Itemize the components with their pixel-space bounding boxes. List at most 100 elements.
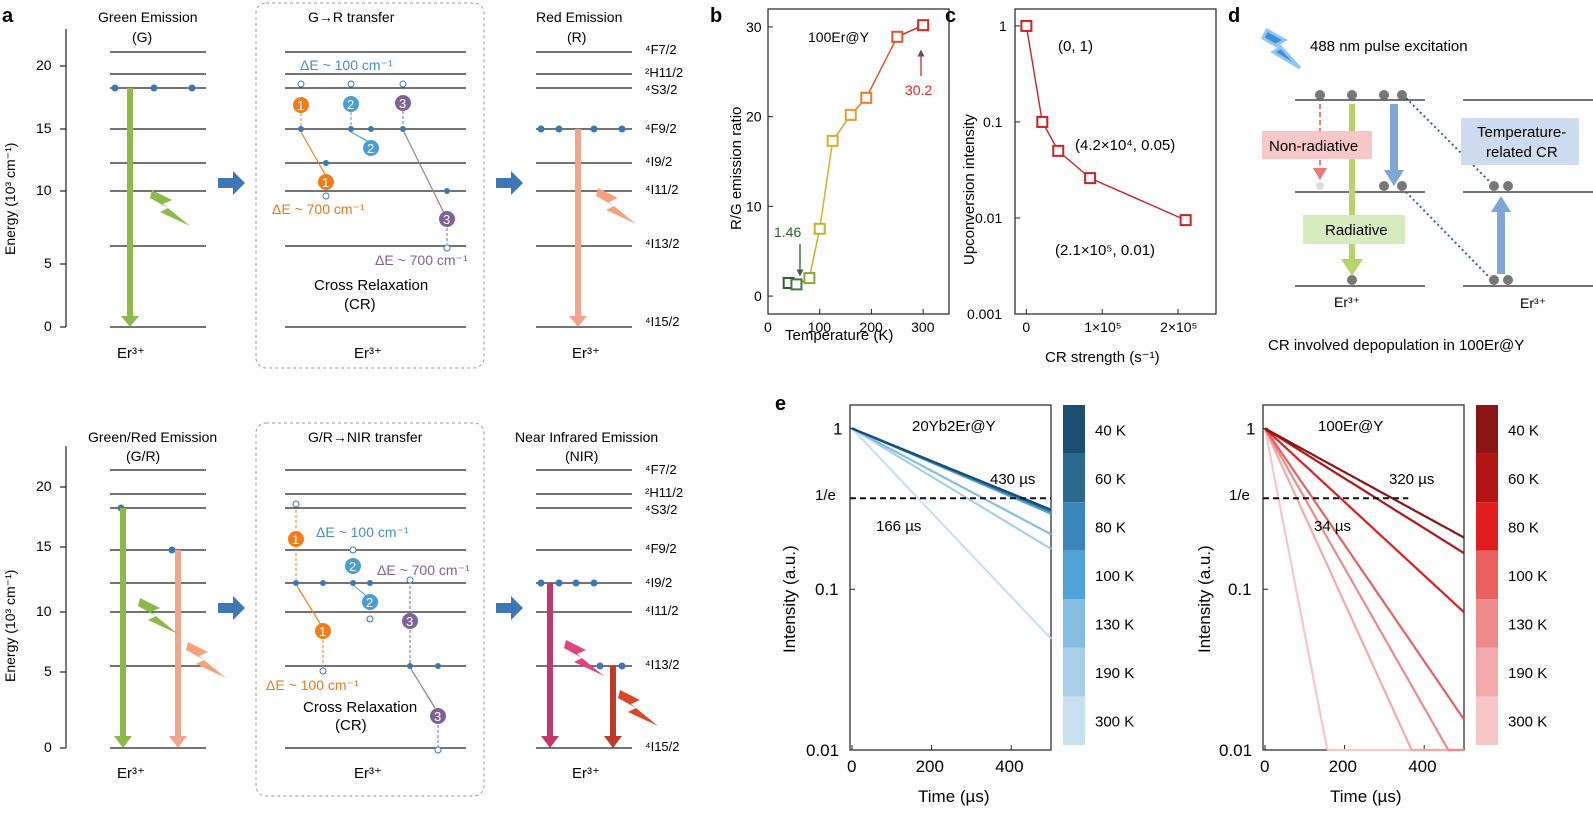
c-label-2: (2.1×10⁵, 0.01) <box>1055 242 1155 259</box>
b-point <box>813 222 826 235</box>
a-top-level-6: ⁴I13/2 <box>645 236 680 251</box>
svg-text:3: 3 <box>434 709 441 724</box>
panel-label-b: b <box>710 5 722 27</box>
e-legend-label: 130 K <box>1095 617 1134 634</box>
svg-text:1: 1 <box>292 532 299 547</box>
a-red-sub: (R) <box>567 29 586 45</box>
panel-a-top: 0 5 10 15 20 Energy (10³ cm⁻¹) Green Emi… <box>2 2 683 369</box>
c-ytick-label: 0.001 <box>967 306 1002 322</box>
lightning-icon <box>1261 27 1302 70</box>
transfer-box-bottom <box>255 422 485 797</box>
nir-lightning-icon <box>564 640 604 676</box>
svg-text:⁴S3/2: ⁴S3/2 <box>645 502 677 517</box>
e-legend-swatch <box>1063 550 1085 600</box>
e-legend-swatch <box>1063 647 1085 697</box>
a-top-level-0: ⁴F7/2 <box>645 42 677 57</box>
b-series-line <box>818 140 834 229</box>
e-ytick-label: 1 <box>833 419 842 438</box>
e-right-title: 100Er@Y <box>1318 418 1383 435</box>
e-decay-curve <box>1264 427 1464 752</box>
svg-text:(CR): (CR) <box>335 717 367 734</box>
green-lightning-icon <box>138 598 178 634</box>
e-legend-swatch <box>1063 696 1085 745</box>
a-gr-title: Green/Red Emission <box>88 429 217 445</box>
c-xlabel: CR strength (s⁻¹) <box>1045 349 1160 366</box>
e-legend-swatch <box>1476 647 1498 697</box>
red-emission-arrow <box>575 129 581 316</box>
a-red-title: Red Emission <box>536 9 622 25</box>
e-legend-label: 80 K <box>1095 519 1126 536</box>
b-ytick-label: 20 <box>746 109 762 125</box>
c-series-line <box>1089 177 1186 221</box>
e-legend-label: 190 K <box>1095 665 1134 682</box>
e-legend-swatch <box>1063 453 1085 503</box>
a-bottom-energy-axis-label: Energy (10³ cm⁻¹) <box>2 570 18 682</box>
c-xtick-label: 0 <box>1022 319 1030 335</box>
a-top-level-7: ⁴I15/2 <box>645 314 680 329</box>
e-xtick-label: 0 <box>1260 757 1269 776</box>
d-ion-2: Er³⁺ <box>1520 295 1546 311</box>
svg-text:2: 2 <box>367 141 374 156</box>
c-point <box>1179 214 1192 227</box>
e-xtick-label: 400 <box>995 757 1023 776</box>
panel-d: 488 nm pulse excitation Non-radiative Ra… <box>1261 27 1593 354</box>
a-dE-700a: ΔE ~ 700 cm⁻¹ <box>272 201 365 217</box>
a-transfer-title: G→R transfer <box>308 9 395 25</box>
e-legend-label: 60 K <box>1095 471 1126 488</box>
a-top-ion-3: Er³⁺ <box>572 345 600 362</box>
a-top-level-1: ²H11/2 <box>645 65 683 80</box>
e-left-1e: 1/e <box>815 487 836 504</box>
a-gr-sub: (G/R) <box>126 448 160 464</box>
d-ion-1: Er³⁺ <box>1334 294 1360 310</box>
svg-text:⁴F9/2: ⁴F9/2 <box>645 541 677 556</box>
b-ytick-label: 0 <box>754 288 762 304</box>
electron-dot <box>111 84 119 92</box>
a-cr-line2: (CR) <box>344 296 376 313</box>
e-left-title: 20Yb2Er@Y <box>912 418 996 435</box>
a-nir-sub: (NIR) <box>565 448 598 464</box>
c-xtick-label: 2×10⁵ <box>1160 319 1197 335</box>
right-arrow-icon <box>218 171 245 195</box>
e-decay-curve <box>1264 427 1465 555</box>
b-xlabel: Temperature (K) <box>785 327 893 344</box>
a-top-level-2: ⁴S3/2 <box>645 82 677 97</box>
c-ylabel: Upconversion intensity <box>961 114 978 265</box>
svg-text:15: 15 <box>36 538 52 554</box>
svg-text:1: 1 <box>319 624 326 639</box>
e-legend-swatch <box>1476 405 1498 454</box>
panel-label-e: e <box>775 393 786 415</box>
panel-label-d: d <box>1228 5 1240 27</box>
nir-lightning-icon <box>618 690 658 726</box>
a-bottom-dE-700: ΔE ~ 700 cm⁻¹ <box>377 562 470 578</box>
b-point <box>917 19 930 32</box>
b-point <box>803 272 816 285</box>
svg-text:1: 1 <box>322 175 329 190</box>
e-left-ylabel: Intensity (a.u.) <box>780 545 799 653</box>
b-series-line <box>808 228 821 279</box>
e-xtick-label: 200 <box>1329 757 1357 776</box>
e-legend-label: 60 K <box>1508 471 1539 488</box>
svg-text:10: 10 <box>36 603 52 619</box>
e-legend-label: 40 K <box>1095 422 1126 439</box>
a-green-sub: (G) <box>132 29 152 45</box>
a-top-ion-2: Er³⁺ <box>354 345 382 362</box>
e-xtick-label: 200 <box>916 757 944 776</box>
right-arrow-icon <box>496 596 523 620</box>
svg-text:⁴F7/2: ⁴F7/2 <box>645 462 677 477</box>
b-xtick-label: 0 <box>764 319 772 335</box>
e-decay-curve <box>851 427 1052 550</box>
e-legend-swatch <box>1063 405 1085 454</box>
e-right-ylabel: Intensity (a.u.) <box>1195 545 1214 653</box>
step-1-circle <box>293 97 309 113</box>
b-point <box>790 278 803 291</box>
a-grnir-title: G/R→NIR transfer <box>308 429 423 445</box>
e-ytick-label: 0.1 <box>1228 580 1252 599</box>
e-legend-label: 40 K <box>1508 422 1539 439</box>
a-top-energy-axis-label: Energy (10³ cm⁻¹) <box>2 143 18 255</box>
svg-text:Er³⁺: Er³⁺ <box>354 765 382 782</box>
e-legend-label: 130 K <box>1508 617 1547 634</box>
e-legend-label: 100 K <box>1095 568 1134 585</box>
electron-dot <box>150 84 158 92</box>
e-legend-label: 300 K <box>1095 714 1134 731</box>
d-nonrad: Non-radiative <box>1269 138 1358 155</box>
